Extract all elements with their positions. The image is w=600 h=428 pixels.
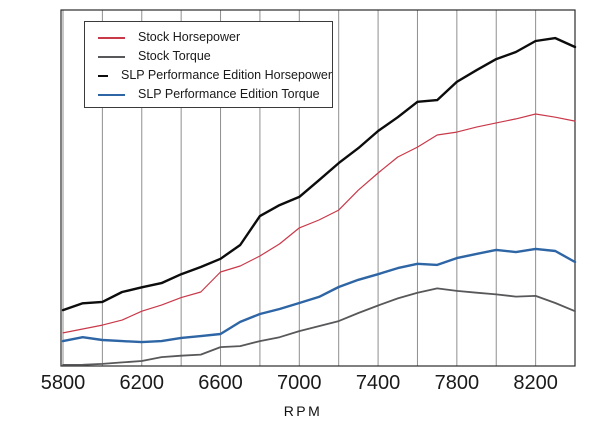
x-tick-label-7400: 7400 <box>355 372 401 394</box>
line-swatch-icon <box>98 36 125 39</box>
x-tick-label-6200: 6200 <box>119 372 165 394</box>
legend-label: SLP Performance Edition Horsepower <box>121 68 332 82</box>
line-swatch-icon <box>98 74 108 77</box>
x-tick-label-6600: 6600 <box>198 372 243 394</box>
series-lines <box>61 36 577 366</box>
x-axis-title: RPM <box>283 403 323 419</box>
line-swatch-icon <box>98 93 125 96</box>
legend-label: Stock Torque <box>138 49 211 63</box>
x-tick-label-8200: 8200 <box>513 372 558 394</box>
legend-item-slp-torque: SLP Performance Edition Torque <box>98 85 332 104</box>
legend-item-stock-horsepower: Stock Horsepower <box>98 28 332 47</box>
plot-border <box>60 9 576 367</box>
x-tick-label-7800: 7800 <box>434 372 480 394</box>
x-tick-label-7000: 7000 <box>277 372 322 394</box>
legend-label: Stock Horsepower <box>138 30 241 44</box>
x-tick-label-5800: 5800 <box>40 372 86 394</box>
legend-item-stock-torque: Stock Torque <box>98 47 332 66</box>
legend-label: SLP Performance Edition Torque <box>138 87 320 101</box>
legend-item-slp-horsepower: SLP Performance Edition Horsepower <box>98 66 332 85</box>
line-swatch-icon <box>98 55 125 58</box>
series-line-stock-horsepower <box>62 113 576 334</box>
series-line-stock-torque <box>62 287 576 366</box>
series-line-slp-performance-edition-horsepower <box>61 36 577 312</box>
series-line-slp-performance-edition-torque <box>61 247 577 344</box>
legend: Stock Horsepower Stock Torque SLP Perfor… <box>84 21 333 108</box>
